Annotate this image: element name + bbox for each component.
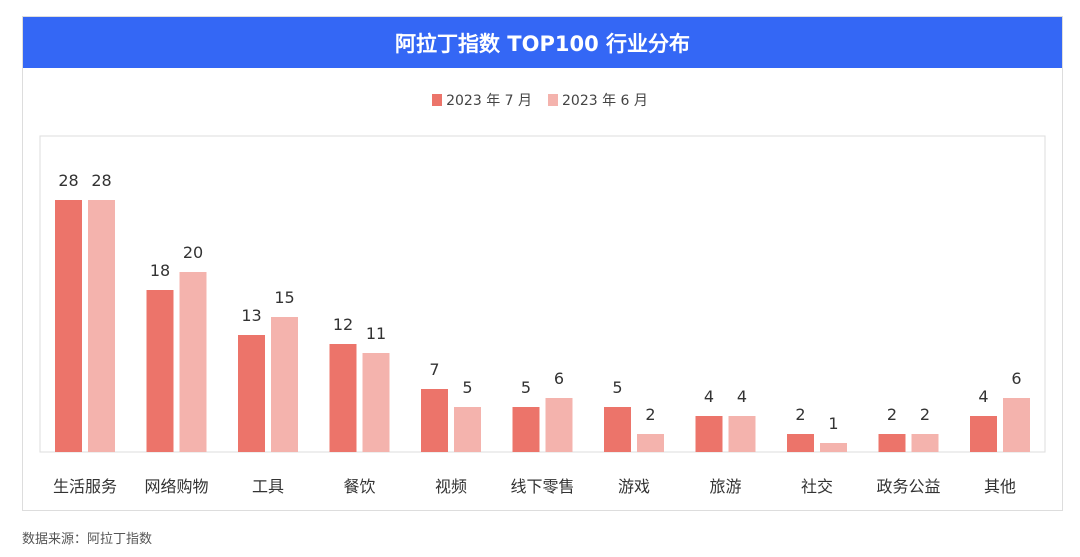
bar bbox=[970, 416, 997, 452]
data-label: 4 bbox=[704, 387, 714, 406]
bar bbox=[637, 434, 664, 452]
category-label: 游戏 bbox=[618, 477, 650, 496]
data-label: 28 bbox=[58, 171, 78, 190]
data-label: 5 bbox=[462, 378, 472, 397]
legend-label: 2023 年 7 月 bbox=[446, 93, 532, 109]
data-label: 2 bbox=[795, 405, 805, 424]
data-label: 6 bbox=[554, 369, 564, 388]
bar bbox=[820, 443, 847, 452]
data-label: 20 bbox=[183, 243, 203, 262]
category-label: 视频 bbox=[435, 477, 467, 496]
chart-card: 阿拉丁指数 TOP100 行业分布 bbox=[22, 16, 1063, 511]
data-label: 4 bbox=[737, 387, 747, 406]
data-label: 2 bbox=[920, 405, 930, 424]
bar bbox=[88, 200, 115, 452]
data-label: 18 bbox=[150, 261, 170, 280]
data-label: 2 bbox=[645, 405, 655, 424]
bar bbox=[728, 416, 756, 452]
legend-label: 2023 年 6 月 bbox=[562, 93, 648, 109]
data-label: 12 bbox=[333, 315, 353, 334]
bar bbox=[787, 434, 814, 452]
category-label: 工具 bbox=[252, 477, 284, 496]
bar bbox=[362, 353, 390, 452]
plot-frame bbox=[39, 135, 1046, 453]
data-label: 15 bbox=[274, 288, 294, 307]
legend: 2023 年 7 月 2023 年 6 月 bbox=[0, 90, 1080, 110]
category-label: 线下零售 bbox=[510, 477, 574, 496]
bar bbox=[695, 416, 723, 452]
category-label: 政务公益 bbox=[876, 477, 940, 496]
bar bbox=[512, 407, 540, 452]
bar bbox=[454, 407, 481, 452]
legend-swatch bbox=[432, 94, 443, 106]
bar bbox=[604, 407, 631, 452]
data-label: 6 bbox=[1011, 369, 1021, 388]
bar bbox=[179, 272, 207, 452]
data-label: 5 bbox=[612, 378, 622, 397]
bar bbox=[271, 317, 298, 452]
category-label: 旅游 bbox=[709, 477, 741, 496]
data-label: 2 bbox=[887, 405, 897, 424]
legend-item-june: 2023 年 6 月 bbox=[548, 90, 648, 110]
data-label: 11 bbox=[366, 324, 386, 343]
category-label: 餐饮 bbox=[343, 477, 375, 496]
category-label: 其他 bbox=[984, 477, 1016, 496]
data-label: 1 bbox=[828, 414, 838, 433]
category-label: 网络购物 bbox=[144, 477, 208, 496]
bar bbox=[545, 398, 573, 452]
bar bbox=[146, 290, 174, 452]
bar bbox=[911, 434, 939, 452]
data-label: 4 bbox=[978, 387, 988, 406]
source-note: 数据来源：阿拉丁指数 bbox=[22, 532, 153, 547]
bar bbox=[421, 389, 448, 452]
legend-swatch bbox=[548, 94, 558, 106]
bar bbox=[878, 434, 906, 452]
data-label: 28 bbox=[91, 171, 111, 190]
category-label: 生活服务 bbox=[53, 477, 117, 496]
bar bbox=[238, 335, 265, 452]
data-label: 5 bbox=[521, 378, 531, 397]
bar bbox=[329, 344, 357, 452]
bar bbox=[1003, 398, 1030, 452]
data-label: 13 bbox=[241, 306, 261, 325]
category-label: 社交 bbox=[801, 477, 833, 496]
data-label: 7 bbox=[429, 360, 439, 379]
bar bbox=[55, 200, 82, 452]
chart-title: 阿拉丁指数 TOP100 行业分布 bbox=[23, 17, 1062, 68]
legend-item-july: 2023 年 7 月 bbox=[432, 90, 532, 110]
